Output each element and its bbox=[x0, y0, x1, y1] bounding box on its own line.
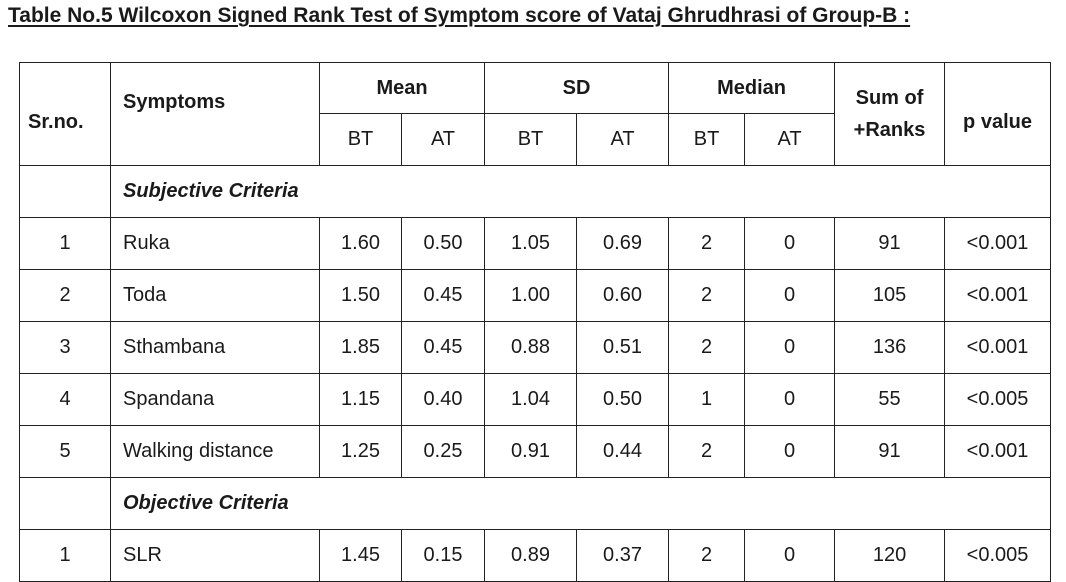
cell-mean-bt: 1.25 bbox=[319, 425, 402, 478]
header-median-bt: BT bbox=[668, 113, 746, 166]
cell-median-at: 0 bbox=[744, 529, 836, 582]
cell-symptom: Ruka bbox=[110, 217, 320, 270]
cell-median-at: 0 bbox=[744, 373, 836, 426]
cell-median-bt: 2 bbox=[668, 269, 746, 322]
cell-sr: 3 bbox=[19, 321, 111, 374]
cell-sd-bt: 0.88 bbox=[484, 321, 577, 374]
header-sum-line2: +Ranks bbox=[853, 119, 926, 141]
cell-sd-at: 0.50 bbox=[575, 373, 670, 426]
cell-mean-at: 0.45 bbox=[401, 321, 485, 374]
section-spacer bbox=[19, 165, 111, 218]
cell-symptom: Sthambana bbox=[110, 321, 320, 374]
cell-mean-bt: 1.60 bbox=[319, 217, 402, 270]
section-row-objective: Objective Criteria bbox=[19, 477, 1052, 530]
cell-sr: 1 bbox=[19, 529, 111, 582]
table-body: Subjective Criteria 1 Ruka 1.60 0.50 1.0… bbox=[19, 165, 1052, 582]
wilcoxon-table: Sr.no. Symptoms Mean SD Median Sum of +R… bbox=[19, 62, 1052, 582]
cell-sum-ranks: 91 bbox=[834, 217, 946, 270]
table-row: 1 SLR 1.45 0.15 0.89 0.37 2 0 120 <0.005 bbox=[19, 529, 1052, 582]
cell-sd-bt: 0.89 bbox=[484, 529, 577, 582]
cell-sr: 4 bbox=[19, 373, 111, 426]
header-sum-line1: Sum of bbox=[855, 87, 924, 109]
section-spacer bbox=[19, 477, 111, 530]
header-sd-bt: BT bbox=[484, 113, 577, 166]
cell-mean-at: 0.25 bbox=[401, 425, 485, 478]
header-mean-at: AT bbox=[401, 113, 485, 166]
cell-sum-ranks: 136 bbox=[834, 321, 946, 374]
header-mean-bt: BT bbox=[319, 113, 402, 166]
header-sd: SD bbox=[483, 62, 670, 114]
cell-sd-at: 0.60 bbox=[575, 269, 670, 322]
header-sum-of-ranks: Sum of +Ranks bbox=[834, 62, 946, 166]
header-median: Median bbox=[668, 62, 836, 114]
cell-p-value: <0.001 bbox=[944, 425, 1052, 478]
cell-p-value: <0.001 bbox=[944, 269, 1052, 322]
table-row: 3 Sthambana 1.85 0.45 0.88 0.51 2 0 136 … bbox=[19, 321, 1052, 374]
section-title-objective: Objective Criteria bbox=[109, 477, 1052, 530]
header-symptoms: Symptoms bbox=[110, 62, 320, 166]
cell-symptom: Toda bbox=[110, 269, 320, 322]
cell-median-bt: 2 bbox=[668, 425, 746, 478]
cell-median-at: 0 bbox=[744, 269, 836, 322]
cell-p-value: <0.001 bbox=[944, 217, 1052, 270]
cell-sd-at: 0.51 bbox=[575, 321, 670, 374]
cell-mean-at: 0.15 bbox=[401, 529, 485, 582]
header-p-value: p value bbox=[944, 62, 1052, 166]
cell-sr: 5 bbox=[19, 425, 111, 478]
cell-median-bt: 2 bbox=[668, 217, 746, 270]
table-row: 4 Spandana 1.15 0.40 1.04 0.50 1 0 55 <0… bbox=[19, 373, 1052, 426]
header-mean: Mean bbox=[319, 62, 485, 114]
cell-sd-at: 0.37 bbox=[575, 529, 670, 582]
cell-mean-at: 0.40 bbox=[401, 373, 485, 426]
cell-sd-at: 0.69 bbox=[575, 217, 670, 270]
cell-sd-bt: 1.00 bbox=[484, 269, 577, 322]
cell-median-at: 0 bbox=[744, 217, 836, 270]
cell-p-value: <0.005 bbox=[944, 529, 1052, 582]
cell-sd-at: 0.44 bbox=[575, 425, 670, 478]
cell-sd-bt: 1.04 bbox=[484, 373, 577, 426]
cell-sum-ranks: 105 bbox=[834, 269, 946, 322]
cell-median-bt: 1 bbox=[668, 373, 746, 426]
cell-symptom: Walking distance bbox=[110, 425, 320, 478]
table-row: 5 Walking distance 1.25 0.25 0.91 0.44 2… bbox=[19, 425, 1052, 478]
cell-mean-at: 0.50 bbox=[401, 217, 485, 270]
table-row: 1 Ruka 1.60 0.50 1.05 0.69 2 0 91 <0.001 bbox=[19, 217, 1052, 270]
cell-mean-bt: 1.50 bbox=[319, 269, 402, 322]
table-caption: Table No.5 Wilcoxon Signed Rank Test of … bbox=[8, 4, 911, 27]
cell-sum-ranks: 91 bbox=[834, 425, 946, 478]
cell-mean-bt: 1.45 bbox=[319, 529, 402, 582]
header-median-at: AT bbox=[744, 113, 836, 166]
cell-sd-bt: 0.91 bbox=[484, 425, 577, 478]
section-row-subjective: Subjective Criteria bbox=[19, 165, 1052, 218]
cell-mean-at: 0.45 bbox=[401, 269, 485, 322]
cell-symptom: SLR bbox=[110, 529, 320, 582]
cell-sr: 2 bbox=[19, 269, 111, 322]
cell-symptom: Spandana bbox=[110, 373, 320, 426]
header-sd-at: AT bbox=[575, 113, 670, 166]
cell-p-value: <0.005 bbox=[944, 373, 1052, 426]
cell-median-bt: 2 bbox=[668, 529, 746, 582]
table-row: 2 Toda 1.50 0.45 1.00 0.60 2 0 105 <0.00… bbox=[19, 269, 1052, 322]
cell-median-bt: 2 bbox=[668, 321, 746, 374]
cell-mean-bt: 1.85 bbox=[319, 321, 402, 374]
cell-p-value: <0.001 bbox=[944, 321, 1052, 374]
section-title-subjective: Subjective Criteria bbox=[109, 165, 1052, 218]
cell-sr: 1 bbox=[19, 217, 111, 270]
header-srno: Sr.no. bbox=[19, 62, 111, 166]
cell-sum-ranks: 55 bbox=[834, 373, 946, 426]
cell-sd-bt: 1.05 bbox=[484, 217, 577, 270]
table-header: Sr.no. Symptoms Mean SD Median Sum of +R… bbox=[19, 62, 1052, 166]
cell-sum-ranks: 120 bbox=[834, 529, 946, 582]
cell-mean-bt: 1.15 bbox=[319, 373, 402, 426]
cell-median-at: 0 bbox=[744, 425, 836, 478]
cell-median-at: 0 bbox=[744, 321, 836, 374]
